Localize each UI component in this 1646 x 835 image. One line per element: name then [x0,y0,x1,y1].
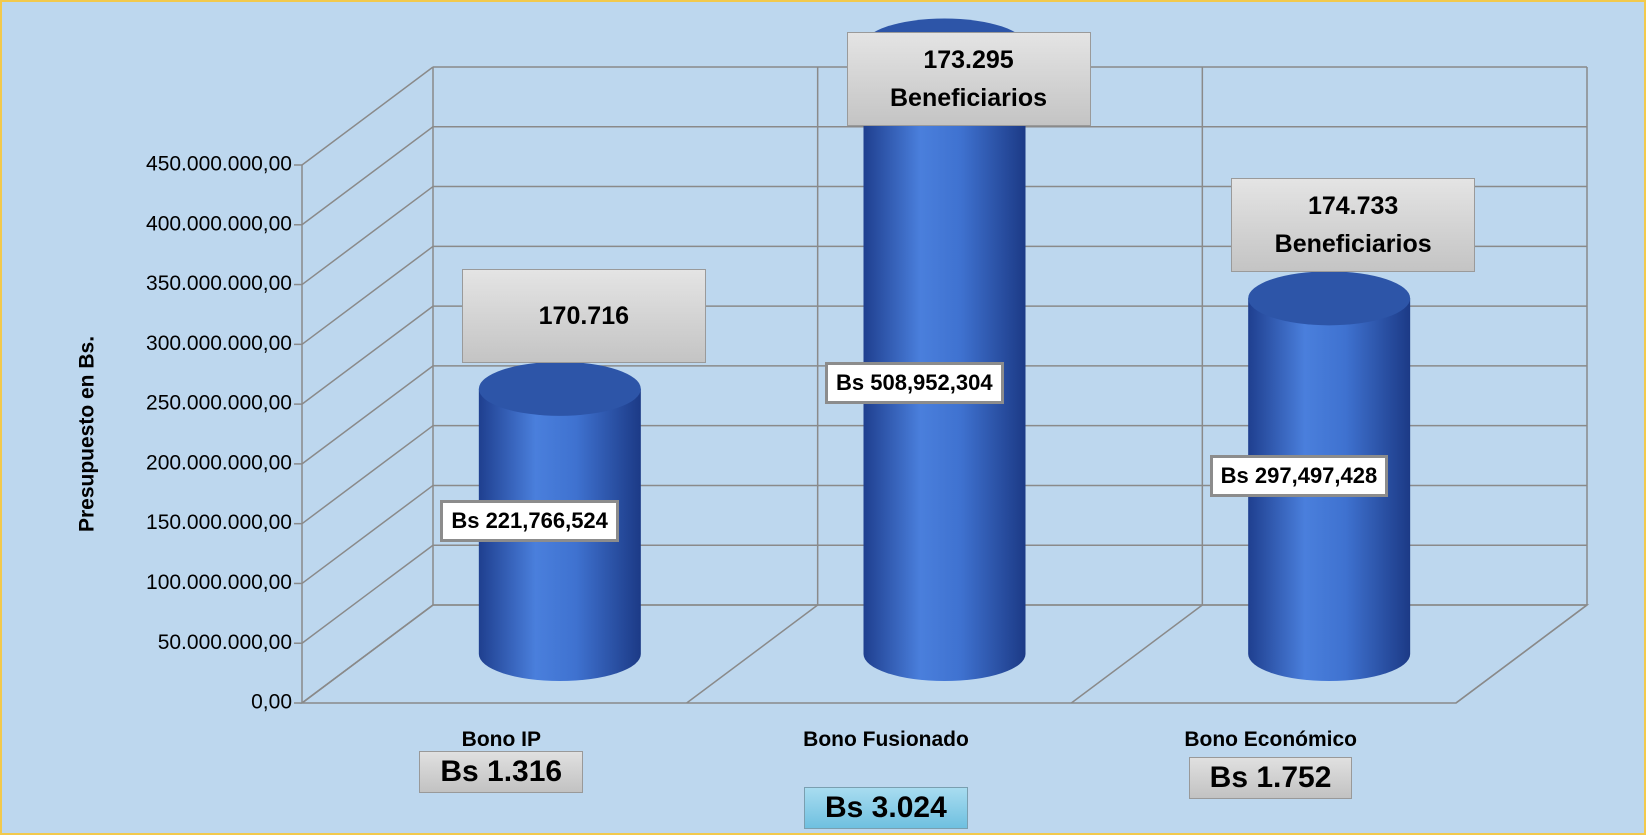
cylinder-top [1248,271,1411,326]
y-tick-label: 150.000.000,00 [146,511,292,534]
amount-label: Bs 1.752 [1188,757,1353,799]
y-tick-label: 250.000.000,00 [146,392,292,415]
y-tick-label: 50.000.000,00 [158,631,292,654]
y-tick-label: 350.000.000,00 [146,272,292,295]
amount-label: Bs 1.316 [419,751,584,793]
value-label: Bs 508,952,304 [825,362,1004,404]
beneficiaries-label: 170.716 [461,268,706,363]
floor-divider [1455,604,1588,704]
cylinder-top [478,361,641,416]
grid-line [301,604,434,704]
beneficiaries-label: 174.733 Beneficiarios [1231,178,1476,273]
grid-line [301,66,434,166]
x-tick-label: Bono Económico [1184,728,1357,751]
y-tick-label: 300.000.000,00 [146,332,292,355]
y-tick-label: 450.000.000,00 [146,153,292,176]
x-tick-label: Bono Fusionado [803,728,969,751]
value-label: Bs 221,766,524 [440,500,619,543]
y-tick-label: 400.000.000,00 [146,212,292,235]
y-tick-label: 200.000.000,00 [146,451,292,474]
value-label: Bs 297,497,428 [1209,455,1389,498]
y-tick-label: 100.000.000,00 [146,571,292,594]
x-tick-label: Bono IP [461,728,541,751]
grid-line [301,126,434,226]
floor-divider [1070,604,1203,704]
grid-line [301,544,434,644]
beneficiaries-label: 173.295 Beneficiarios [846,32,1091,126]
amount-label: Bs 3.024 [804,787,968,829]
grid-line [301,245,434,345]
grid-line [301,305,434,405]
grid-line [301,484,434,585]
grid-line [301,365,434,465]
grid-line [301,425,434,525]
floor-divider [686,604,819,704]
y-axis-label: Presupuesto en Bs. [76,336,99,532]
y-tick-label: 0,00 [251,691,292,714]
grid-line [301,185,434,286]
